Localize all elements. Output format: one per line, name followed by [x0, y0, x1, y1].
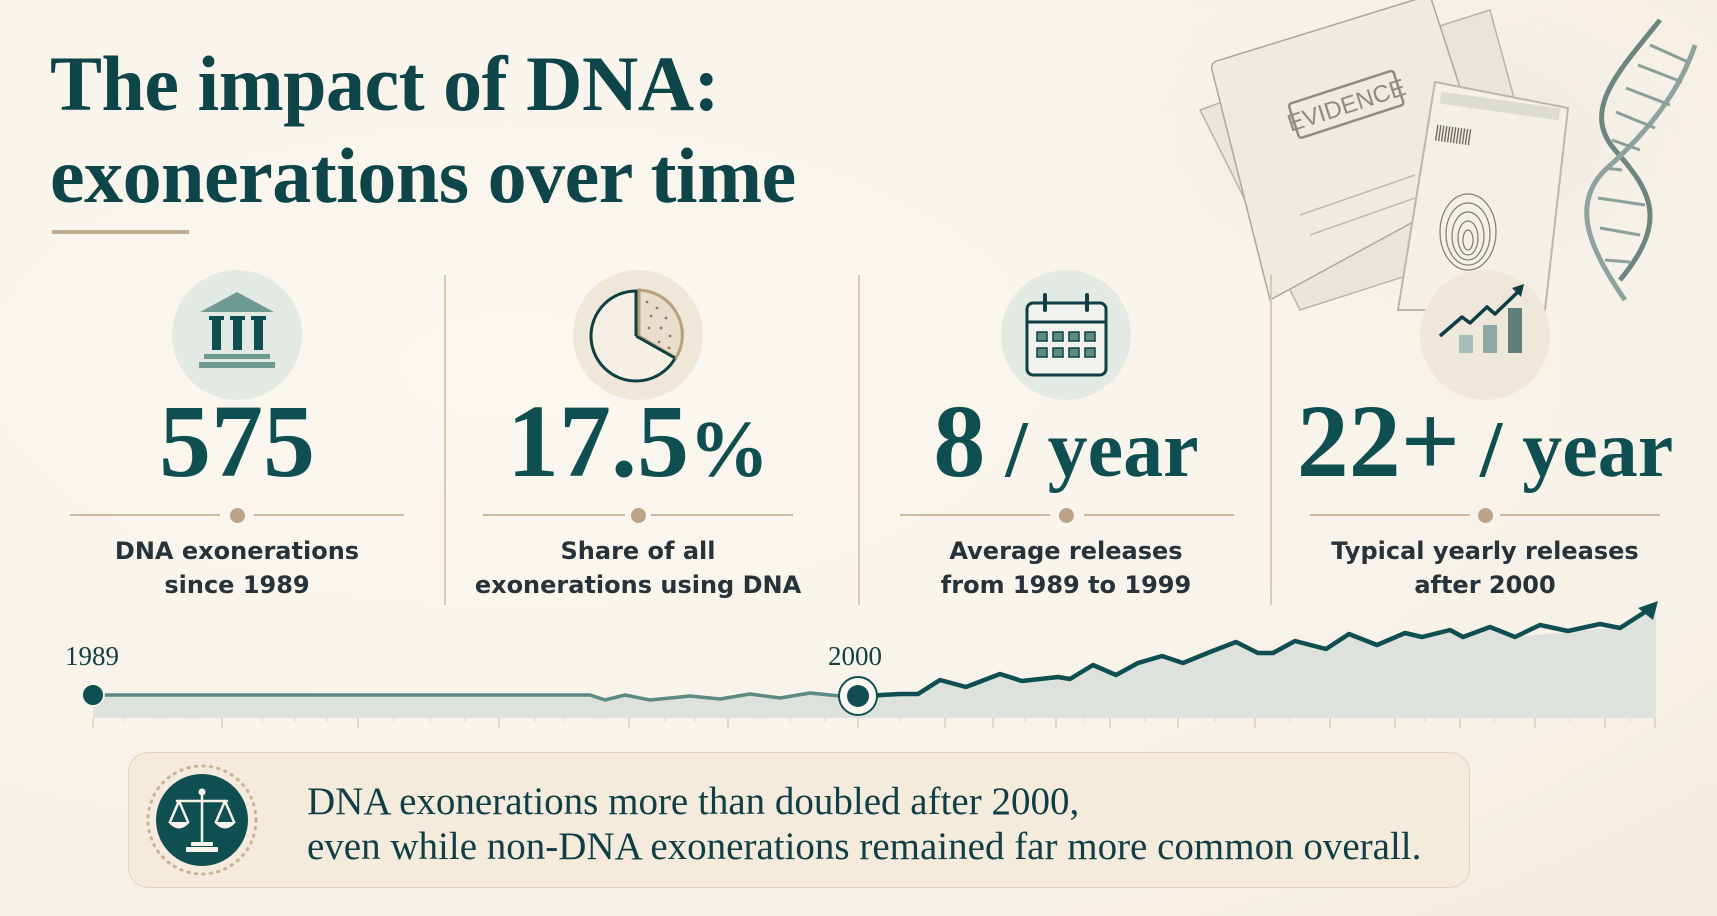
stat-rule — [866, 508, 1266, 523]
stat-label: Average releases from 1989 to 1999 — [940, 537, 1192, 599]
stat-card-early-average: 8 / year Average releases from 1989 to 19… — [866, 262, 1266, 612]
stat-label: Share of all exonerations using DNA — [474, 537, 802, 599]
key-takeaway-callout: DNA exonerations more than doubled after… — [128, 752, 1470, 888]
stat-value: 8 / year — [933, 384, 1199, 499]
fingerprint-icon — [1439, 193, 1497, 271]
timeline-start-label: 1989 — [65, 641, 119, 671]
stat-divider — [858, 275, 860, 605]
stat-card-total-dna-exonerations: 575 DNA exonerations since 1989 — [37, 262, 437, 612]
trend-line-post-2000 — [857, 610, 1647, 700]
timeline-start-marker — [81, 683, 105, 707]
stat-divider — [444, 275, 446, 605]
stat-rule — [37, 508, 437, 523]
scales-of-justice-icon — [146, 764, 258, 876]
takeaway-line-1: DNA exonerations more than doubled after… — [307, 780, 1080, 823]
stat-divider — [1270, 275, 1272, 605]
timeline-2000-marker — [847, 685, 869, 707]
trend-area — [93, 608, 1656, 718]
stat-label: DNA exonerations since 1989 — [114, 537, 360, 599]
title-accent-rule — [52, 230, 189, 234]
takeaway-line-2: even while non-DNA exonerations remained… — [307, 825, 1422, 868]
trend-chart-icon — [1420, 270, 1550, 400]
stat-card-post-2000-average: 22+ / year Typical yearly releases after … — [1280, 262, 1690, 612]
title-line-2: exonerations over time — [50, 132, 796, 219]
stat-card-dna-share: 17.5% Share of all exonerations using DNA — [438, 262, 838, 612]
exonerations-trend-chart — [81, 601, 1658, 728]
calendar-icon — [1001, 270, 1131, 400]
evidence-illustration: EVIDENCE — [1150, 0, 1717, 320]
pie-chart-icon — [573, 270, 703, 400]
page-title: The impact of DNA: exonerations over tim… — [50, 38, 796, 222]
trend-arrowhead-icon — [1638, 601, 1658, 620]
stat-value: 22+ / year — [1296, 384, 1674, 499]
stat-rule — [1280, 508, 1690, 523]
stat-value: 17.5% — [507, 384, 769, 499]
trend-line-pre-2000 — [93, 691, 859, 702]
dna-helix-icon — [1584, 18, 1698, 302]
title-line-1: The impact of DNA: — [50, 40, 720, 127]
stat-value: 575 — [159, 384, 315, 499]
stat-label: Typical yearly releases after 2000 — [1331, 537, 1639, 599]
courthouse-icon — [172, 270, 302, 400]
takeaway-text: DNA exonerations more than doubled after… — [307, 779, 1421, 869]
timeline-2000-label: 2000 — [828, 641, 882, 671]
stat-rule — [438, 508, 838, 523]
